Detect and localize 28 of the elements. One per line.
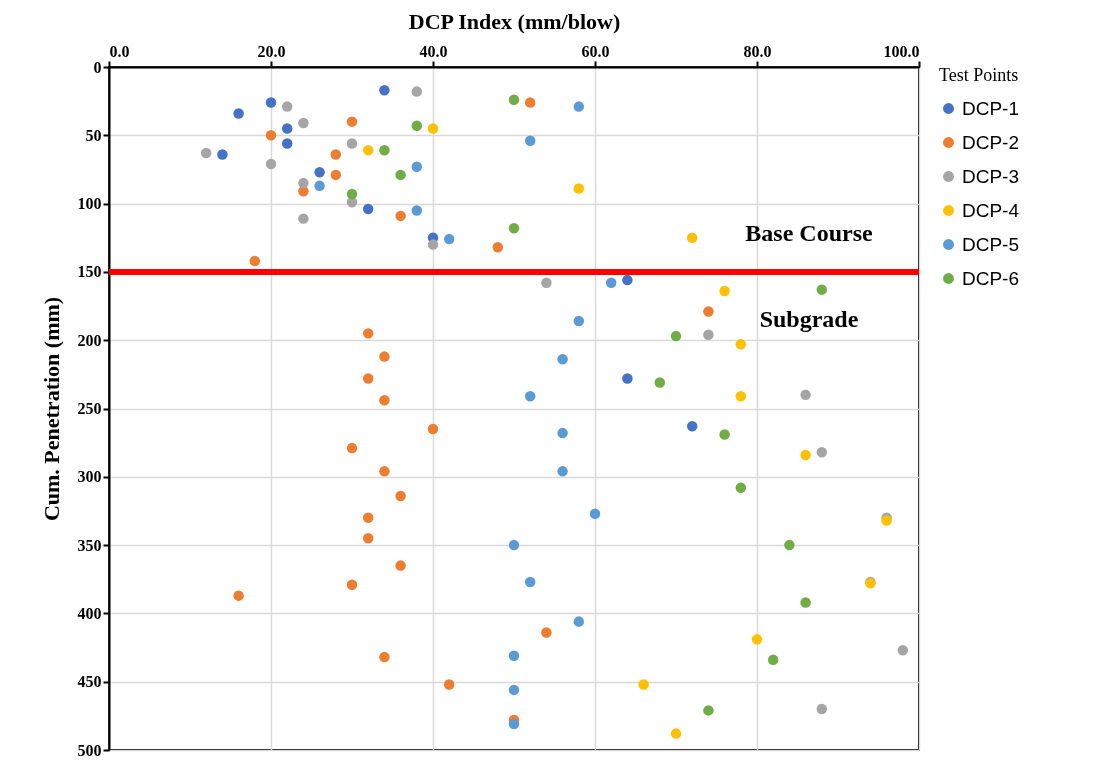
x-tick-label: 0.0: [109, 42, 130, 60]
legend-label: DCP-1: [962, 97, 1020, 119]
annotation: Base Course: [745, 220, 874, 247]
y-axis-title: Cum. Penetration (mm): [38, 296, 64, 522]
y-tick-label: 350: [77, 536, 102, 554]
x-axis-title: DCP Index (mm/blow): [408, 8, 621, 34]
y-tick-label: 250: [77, 400, 102, 417]
legend-label: DCP-5: [962, 233, 1020, 255]
y-tick-label: 400: [77, 604, 102, 622]
y-tick-label: 450: [77, 673, 102, 691]
legend-title: Test Points: [939, 65, 1019, 85]
y-tick-label: 50: [85, 126, 102, 144]
legend-label: DCP-2: [962, 131, 1020, 153]
x-tick-label: 80.0: [743, 42, 772, 60]
y-tick-label: 300: [77, 468, 102, 486]
y-tick-label: 150: [77, 263, 102, 281]
y-tick-label: 500: [77, 741, 102, 759]
y-tick-label: 200: [77, 331, 102, 349]
y-tick-label: 100: [77, 195, 102, 213]
annotation: Subgrade: [759, 305, 859, 332]
legend-label: DCP-4: [962, 199, 1020, 221]
x-tick-label: 40.0: [419, 42, 448, 60]
x-tick-label: 60.0: [581, 42, 610, 60]
x-tick-label: 100.0: [883, 42, 920, 60]
legend-label: DCP-3: [962, 165, 1020, 187]
y-tick-label: 0: [93, 58, 102, 76]
x-tick-label: 20.0: [257, 42, 286, 60]
legend-label: DCP-6: [962, 267, 1020, 289]
